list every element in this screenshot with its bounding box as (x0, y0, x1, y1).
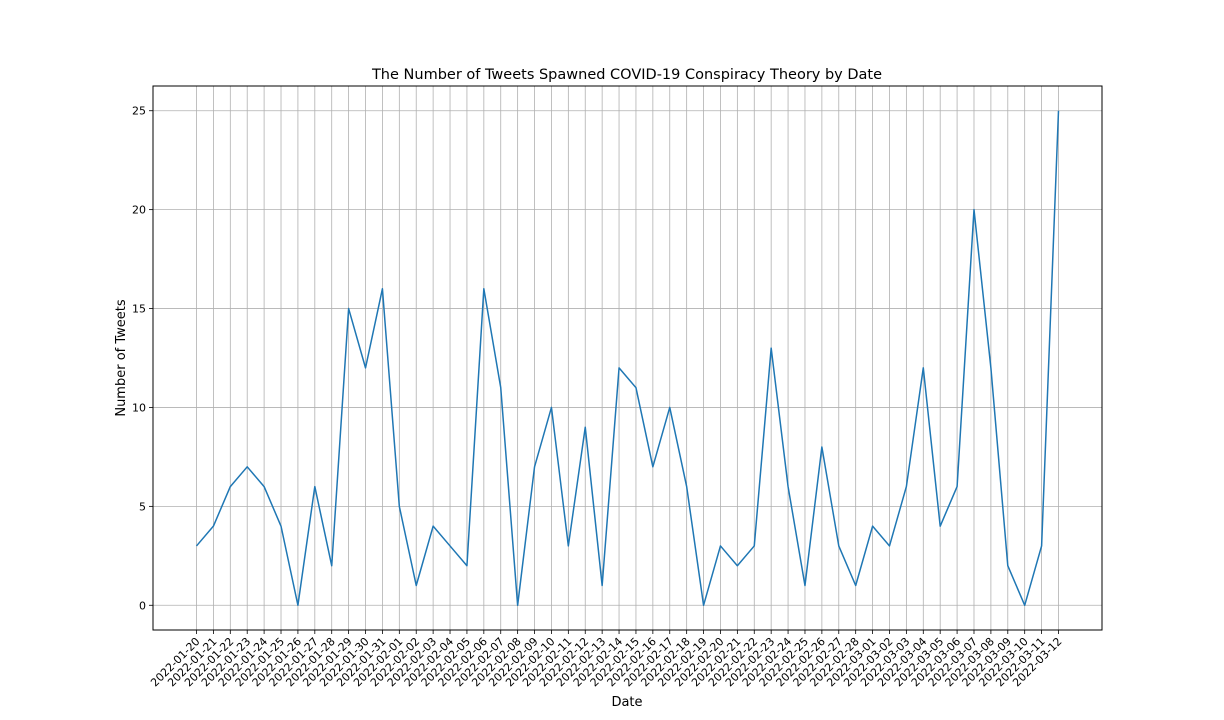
y-tick-label: 5 (139, 500, 146, 513)
y-tick-label: 15 (132, 303, 146, 316)
plot-background (153, 86, 1102, 630)
y-tick-label: 10 (132, 401, 146, 414)
y-axis-label: Number of Tweets (114, 299, 129, 417)
x-gridlines (196, 86, 1059, 630)
chart-title: The Number of Tweets Spawned COVID-19 Co… (371, 67, 882, 83)
x-axis-ticks: 2022-01-202022-01-212022-01-222022-01-23… (148, 630, 1065, 689)
y-tick-label: 20 (132, 204, 146, 217)
x-axis-label: Date (611, 695, 642, 710)
y-tick-label: 25 (132, 105, 146, 118)
y-axis-ticks: 0 5 10 15 20 25 (132, 105, 153, 612)
plot-frame (152, 85, 1103, 631)
y-tick-label: 0 (139, 599, 146, 612)
y-gridlines (153, 110, 1102, 606)
series-line (195, 110, 1060, 607)
